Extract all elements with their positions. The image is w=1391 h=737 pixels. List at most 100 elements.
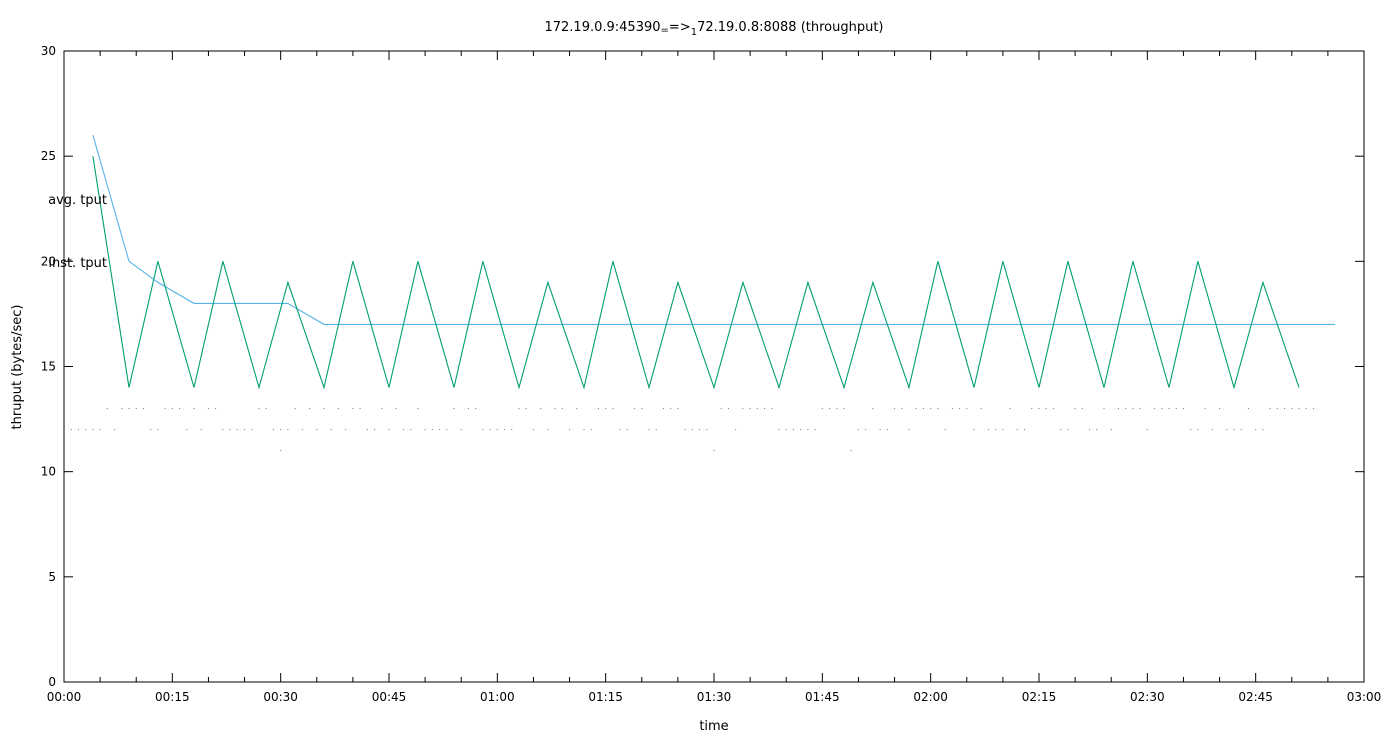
packet-dot	[547, 429, 549, 431]
y-axis-ticks: 0 5 10 15 20 25 30	[41, 44, 1364, 689]
packet-dot	[135, 408, 137, 410]
packet-dot	[959, 408, 961, 410]
packet-dot	[901, 408, 903, 410]
packet-dot	[193, 408, 195, 410]
x-tick-label: 02:30	[1130, 690, 1165, 704]
packet-dots	[70, 408, 1314, 452]
packet-dot	[330, 429, 332, 431]
packet-dot	[951, 408, 953, 410]
x-tick-label: 02:45	[1238, 690, 1273, 704]
packet-dot	[1052, 408, 1054, 410]
packet-dot	[504, 429, 506, 431]
packet-dot	[540, 408, 542, 410]
packet-dot	[843, 408, 845, 410]
packet-dot	[511, 429, 513, 431]
packet-dot	[1312, 408, 1314, 410]
packet-dot	[294, 408, 296, 410]
y-axis-label: thruput (bytes/sec)	[10, 305, 25, 430]
packet-dot	[1219, 408, 1221, 410]
packet-dot	[236, 429, 238, 431]
packet-dot	[150, 429, 152, 431]
packet-dot	[735, 429, 737, 431]
packet-dot	[821, 408, 823, 410]
packet-dot	[85, 429, 87, 431]
packet-dot	[699, 429, 701, 431]
packet-dot	[908, 429, 910, 431]
packet-dot	[99, 429, 101, 431]
packet-dot	[532, 429, 534, 431]
x-tick-label: 00:45	[372, 690, 407, 704]
packet-dot	[316, 429, 318, 431]
packet-dot	[431, 429, 433, 431]
y-tick-label: 25	[41, 149, 56, 163]
series-avg-tput-line	[92, 134, 1336, 325]
packet-dot	[583, 429, 585, 431]
y-tick-label: 15	[41, 360, 56, 374]
packet-dot	[114, 429, 116, 431]
packet-dot	[648, 429, 650, 431]
packet-dot	[287, 429, 289, 431]
packet-dot	[1211, 429, 1213, 431]
packet-dot	[980, 408, 982, 410]
x-axis-label: time	[699, 719, 728, 734]
packet-dot	[915, 408, 917, 410]
packet-dot	[857, 429, 859, 431]
y-tick-label: 0	[48, 675, 56, 689]
packet-dot	[1154, 408, 1156, 410]
packet-dot	[106, 408, 108, 410]
packet-dot	[1060, 429, 1062, 431]
packet-dot	[626, 429, 628, 431]
x-tick-label: 00:15	[155, 690, 190, 704]
packet-dot	[634, 408, 636, 410]
packet-dot	[467, 408, 469, 410]
x-tick-label: 00:30	[263, 690, 298, 704]
packet-dot	[475, 408, 477, 410]
packet-dot	[1096, 429, 1098, 431]
packet-dot	[1016, 429, 1018, 431]
y-tick-label: 30	[41, 44, 56, 58]
packet-dot	[771, 408, 773, 410]
packet-dot	[1240, 429, 1242, 431]
packet-dot	[70, 429, 72, 431]
packet-dot	[222, 429, 224, 431]
packet-dot	[937, 408, 939, 410]
packet-dot	[460, 429, 462, 431]
packet-dot	[402, 429, 404, 431]
packet-dot	[872, 408, 874, 410]
packet-dot	[742, 408, 744, 410]
packet-dot	[894, 408, 896, 410]
packet-dot	[966, 408, 968, 410]
series-lines	[92, 134, 1336, 390]
legend-inst-tput: inst. tput	[48, 256, 107, 271]
x-tick-label: 02:00	[913, 690, 948, 704]
packet-dot	[1009, 408, 1011, 410]
packet-dot	[1117, 408, 1119, 410]
packet-dot	[749, 408, 751, 410]
packet-dot	[229, 429, 231, 431]
packet-dot	[1291, 408, 1293, 410]
packet-dot	[337, 408, 339, 410]
packet-dot	[727, 408, 729, 410]
packet-dot	[590, 429, 592, 431]
packet-dot	[171, 408, 173, 410]
packet-dot	[655, 429, 657, 431]
packet-dot	[865, 429, 867, 431]
packet-dot	[1233, 429, 1235, 431]
packet-dot	[301, 429, 303, 431]
packet-dot	[706, 429, 708, 431]
packet-dot	[207, 408, 209, 410]
packet-dot	[1103, 408, 1105, 410]
packet-dot	[576, 408, 578, 410]
packet-dot	[1139, 408, 1141, 410]
packet-dot	[258, 408, 260, 410]
packet-dot	[1175, 408, 1177, 410]
packet-dot	[1190, 429, 1192, 431]
packet-dot	[92, 429, 94, 431]
packet-dot	[1269, 408, 1271, 410]
packet-dot	[713, 450, 715, 452]
packet-dot	[309, 408, 311, 410]
x-tick-label: 01:30	[697, 690, 732, 704]
packet-dot	[179, 408, 181, 410]
packet-dot	[756, 408, 758, 410]
